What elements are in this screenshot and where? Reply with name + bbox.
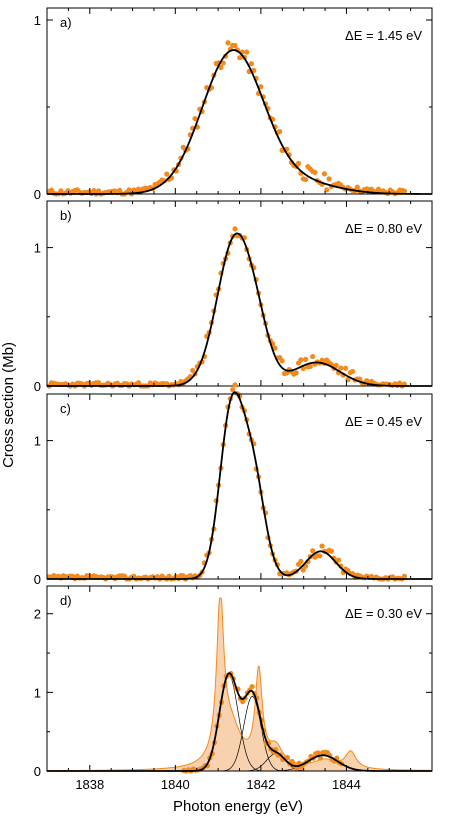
panel-d: 1838 1840 1842 1844 0 1 2 d) ΔE = 0.30 eV <box>34 585 433 792</box>
y-tick-label: 0 <box>34 379 41 394</box>
data-point <box>232 226 238 232</box>
data-point <box>326 176 332 182</box>
x-tick-label: 1838 <box>75 777 104 792</box>
x-tick-label: 1842 <box>246 777 275 792</box>
y-tick-label: 0 <box>34 187 41 202</box>
data-point <box>310 548 316 554</box>
data-point <box>298 357 304 363</box>
data-point <box>300 567 306 573</box>
data-point <box>335 557 342 563</box>
data-point <box>302 176 309 183</box>
data-point <box>220 60 226 66</box>
y-tick-label: 1 <box>34 434 41 449</box>
resolution-label: ΔE = 1.45 eV <box>345 28 422 43</box>
data-point <box>164 171 170 177</box>
panel-label: c) <box>60 401 71 416</box>
data-point <box>244 49 250 55</box>
panel-label: a) <box>60 15 72 30</box>
data-point <box>294 766 300 772</box>
data-point <box>237 55 243 61</box>
data-point <box>298 558 304 564</box>
data-point <box>338 365 344 371</box>
data-points <box>46 40 408 197</box>
data-point <box>277 128 283 135</box>
x-tick-label: 1844 <box>332 777 361 792</box>
panel-b: 0 1 b) ΔE = 0.80 eV <box>34 200 433 394</box>
data-point <box>284 754 291 761</box>
data-point <box>248 61 255 67</box>
panel-c: 0 1 c) ΔE = 0.45 eV <box>34 382 433 587</box>
data-point <box>328 548 335 554</box>
resolution-label: ΔE = 0.45 eV <box>345 414 422 429</box>
data-point <box>317 553 323 559</box>
y-tick-label: 2 <box>34 607 41 622</box>
data-point <box>302 356 309 362</box>
panels: 0 1 a) ΔE = 1.45 eV 0 1 b) ΔE = 0.80 eV 0 1 c) ΔE =… <box>34 7 433 792</box>
data-point <box>279 358 285 364</box>
data-point <box>289 758 295 765</box>
data-point <box>218 64 224 71</box>
data-point <box>249 684 255 690</box>
data-point <box>192 115 198 122</box>
data-point <box>333 362 339 368</box>
fit-curve <box>47 232 432 387</box>
intrinsic-spectrum-area <box>46 597 433 772</box>
data-point <box>315 750 321 756</box>
resolution-label: ΔE = 0.80 eV <box>345 221 422 236</box>
data-point <box>258 84 264 90</box>
y-tick-label: 1 <box>34 13 41 28</box>
data-point <box>350 368 356 375</box>
data-point <box>232 42 238 49</box>
data-points <box>46 382 408 582</box>
data-point <box>312 169 318 176</box>
y-tick-label: 0 <box>34 572 41 587</box>
data-point <box>319 543 325 549</box>
fit-curve <box>47 49 432 195</box>
data-point <box>230 387 236 393</box>
y-tick-label: 1 <box>34 685 41 700</box>
panel-label: b) <box>60 208 72 223</box>
data-point <box>321 171 328 177</box>
panel-label: d) <box>60 593 72 608</box>
x-axis-title: Photon energy (eV) <box>173 798 303 815</box>
y-tick-label: 1 <box>34 241 41 256</box>
data-point <box>272 345 278 351</box>
data-point <box>342 365 349 371</box>
panel-a: 0 1 a) ΔE = 1.45 eV <box>34 7 433 202</box>
data-point <box>310 353 316 360</box>
x-tick-label: 1840 <box>161 777 190 792</box>
data-point <box>354 184 360 190</box>
y-tick-label: 0 <box>34 764 41 779</box>
data-point <box>401 573 408 579</box>
data-point <box>295 160 302 166</box>
resolution-label: ΔE = 0.30 eV <box>345 606 422 621</box>
data-point <box>401 188 408 194</box>
y-axis-title: Cross section (Mb) <box>0 342 17 468</box>
data-point <box>232 382 238 388</box>
data-point <box>225 40 231 46</box>
data-point <box>126 187 132 193</box>
data-point <box>293 370 299 376</box>
data-point <box>307 363 313 369</box>
